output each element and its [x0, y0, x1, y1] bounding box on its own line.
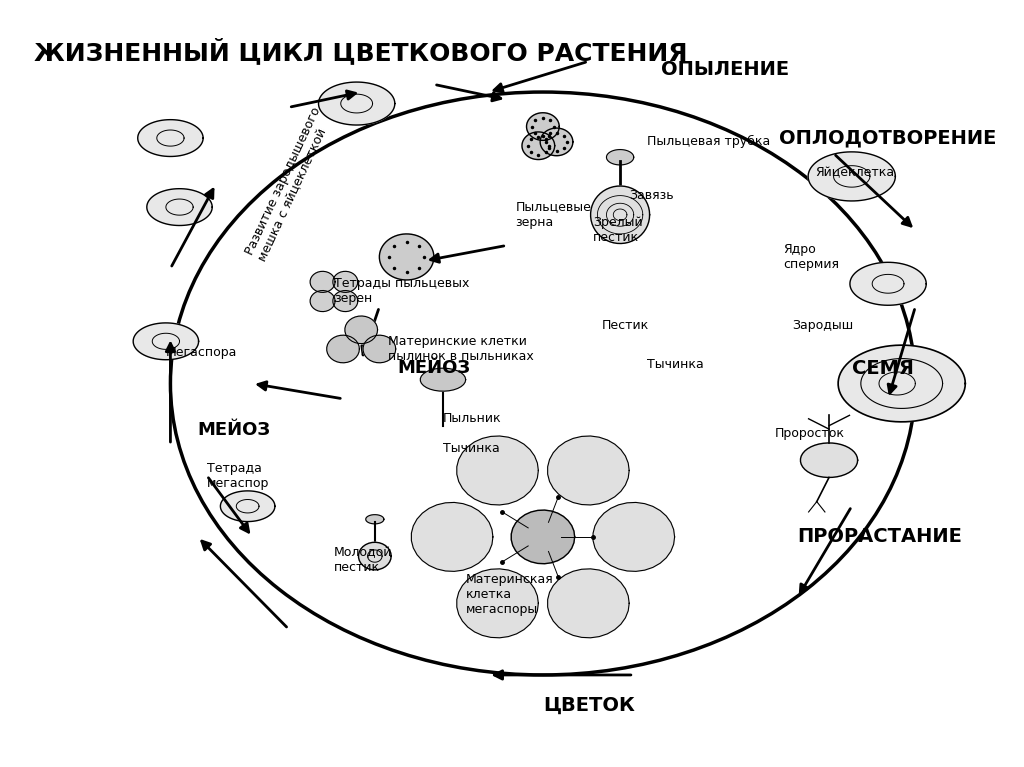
Text: ЦВЕТОК: ЦВЕТОК: [543, 696, 635, 715]
Text: Проросток: Проросток: [774, 427, 845, 439]
Polygon shape: [511, 510, 574, 564]
Text: Тычинка: Тычинка: [647, 358, 705, 370]
Polygon shape: [364, 335, 395, 363]
Polygon shape: [457, 569, 539, 638]
Polygon shape: [541, 128, 572, 156]
Text: Тычинка: Тычинка: [443, 443, 500, 455]
Text: СЕМЯ: СЕМЯ: [852, 359, 913, 377]
Text: Пыльцевые
зерна: Пыльцевые зерна: [516, 201, 592, 229]
Polygon shape: [310, 291, 335, 311]
Polygon shape: [412, 502, 493, 571]
Text: Развитие зародышевого
мешка с яйцеклеткой: Развитие зародышевого мешка с яйцеклетко…: [243, 105, 337, 263]
Polygon shape: [457, 436, 539, 505]
Text: Мегаспора: Мегаспора: [166, 347, 238, 359]
Polygon shape: [801, 443, 858, 477]
Text: ПРОРАСТАНИЕ: ПРОРАСТАНИЕ: [798, 528, 963, 546]
Text: Материнская
клетка
мегаспоры: Материнская клетка мегаспоры: [466, 573, 553, 616]
Polygon shape: [318, 82, 395, 125]
Polygon shape: [808, 152, 895, 201]
Polygon shape: [327, 335, 359, 363]
Text: Пыльник: Пыльник: [443, 412, 502, 424]
Polygon shape: [839, 345, 966, 422]
Polygon shape: [380, 234, 434, 280]
Text: МЕЙОЗ: МЕЙОЗ: [198, 420, 271, 439]
Text: Ядро
спермия: Ядро спермия: [783, 243, 840, 271]
Polygon shape: [606, 150, 634, 165]
Text: Зрелый
пестик: Зрелый пестик: [593, 216, 642, 244]
Polygon shape: [366, 515, 384, 524]
Text: Завязь: Завязь: [629, 189, 674, 202]
Polygon shape: [333, 291, 357, 311]
Text: Зародыш: Зародыш: [793, 320, 854, 332]
Polygon shape: [522, 132, 555, 160]
Polygon shape: [358, 542, 391, 570]
Polygon shape: [333, 272, 357, 292]
Text: Пыльцевая трубка: Пыльцевая трубка: [647, 135, 771, 149]
Text: Материнские клетки
пылинок в пыльниках: Материнские клетки пылинок в пыльниках: [388, 335, 535, 363]
Polygon shape: [850, 262, 927, 305]
Text: ЖИЗНЕННЫЙ ЦИКЛ ЦВЕТКОВОГО РАСТЕНИЯ: ЖИЗНЕННЫЙ ЦИКЛ ЦВЕТКОВОГО РАСТЕНИЯ: [35, 38, 688, 65]
Text: ОПЛОДОТВОРЕНИЕ: ОПЛОДОТВОРЕНИЕ: [779, 129, 996, 147]
Polygon shape: [138, 120, 203, 156]
Polygon shape: [146, 189, 212, 225]
Polygon shape: [548, 569, 629, 638]
Polygon shape: [421, 368, 466, 391]
Polygon shape: [345, 316, 378, 344]
Text: МЕЙОЗ: МЕЙОЗ: [397, 359, 471, 377]
Text: Молодой
пестик: Молодой пестик: [334, 546, 392, 574]
Polygon shape: [133, 323, 199, 360]
Text: Яйцеклетка: Яйцеклетка: [815, 166, 895, 179]
Polygon shape: [220, 491, 274, 522]
Text: Тетрада
мегаспор: Тетрада мегаспор: [207, 462, 269, 489]
Polygon shape: [591, 186, 649, 243]
Polygon shape: [548, 436, 629, 505]
Text: Тетрады пыльцевых
зерен: Тетрады пыльцевых зерен: [334, 278, 469, 305]
Text: Пестик: Пестик: [602, 320, 649, 332]
Text: ОПЫЛЕНИЕ: ОПЫЛЕНИЕ: [660, 60, 790, 78]
Polygon shape: [310, 272, 335, 292]
Polygon shape: [526, 113, 559, 140]
Polygon shape: [593, 502, 675, 571]
